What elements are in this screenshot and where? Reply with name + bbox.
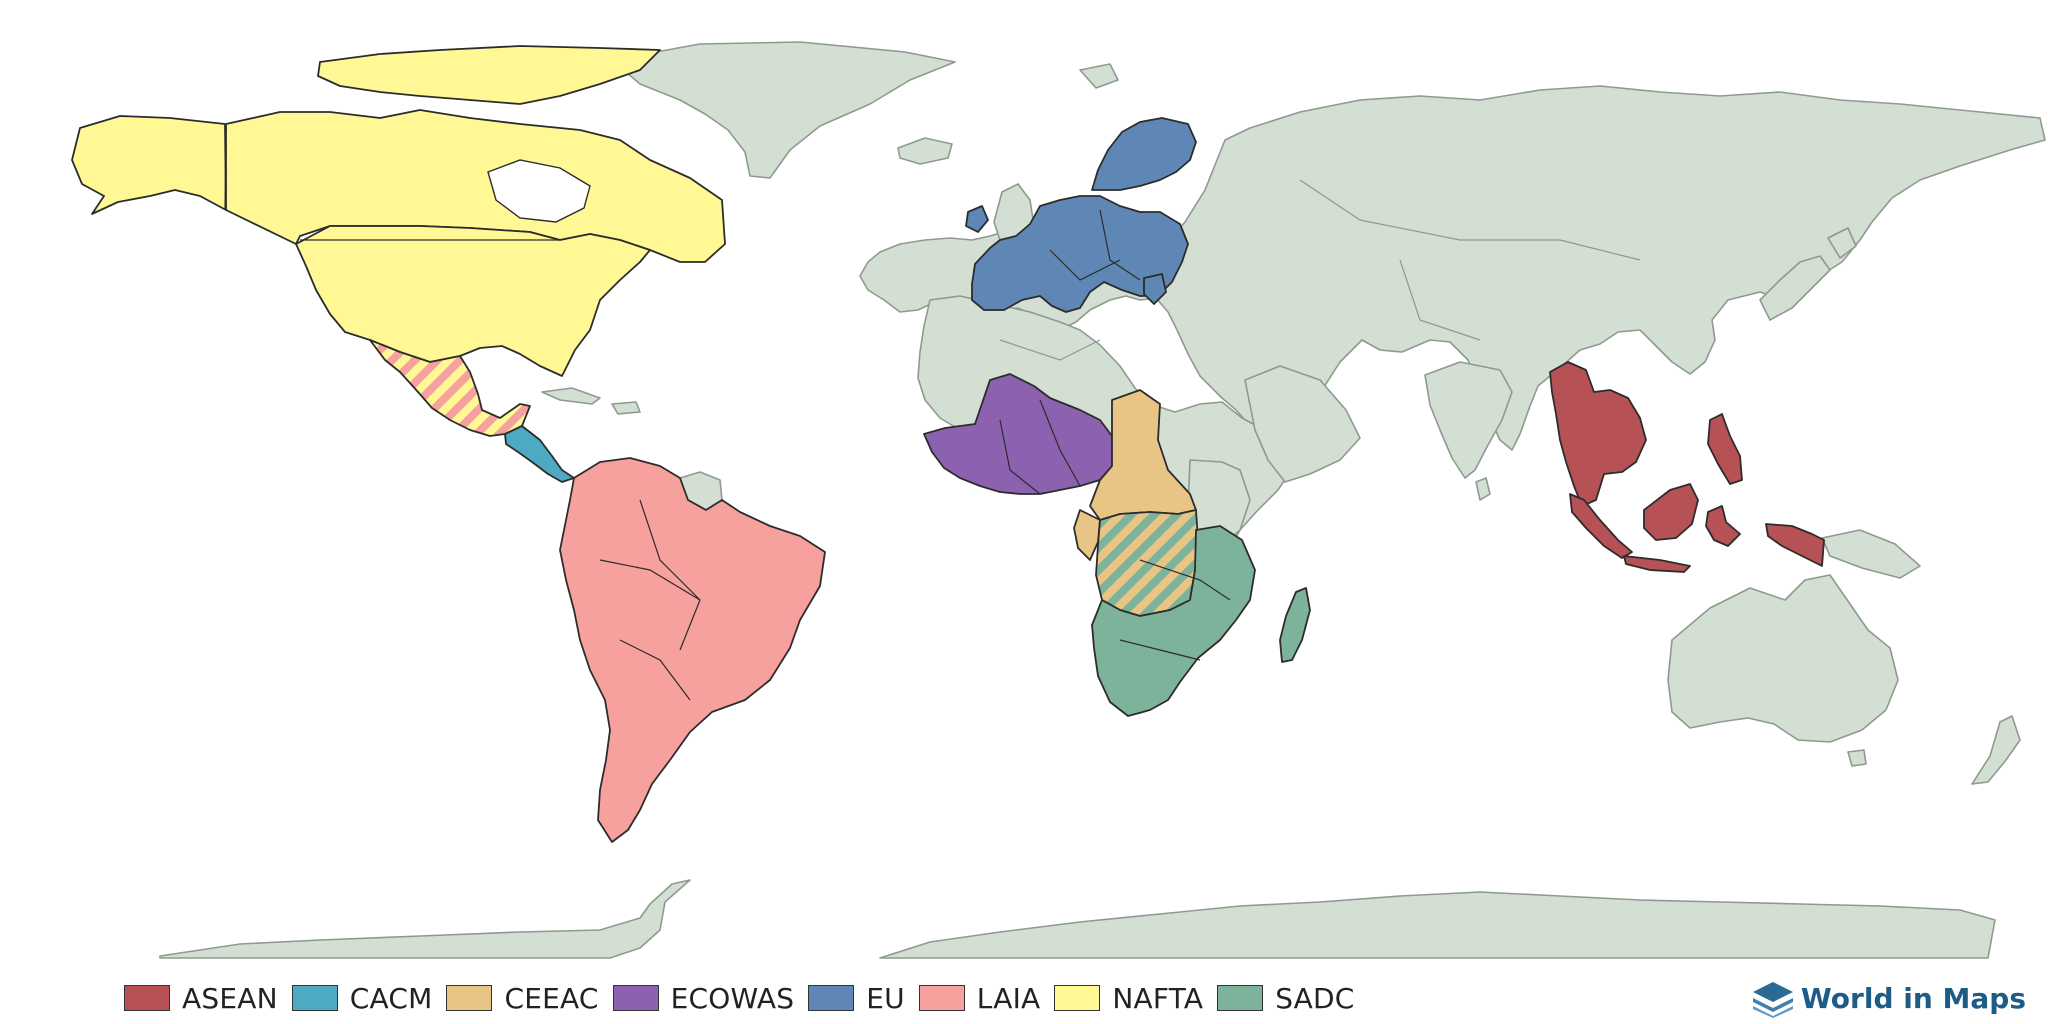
legend-swatch [918,985,965,1011]
arabia [1244,365,1361,483]
legend-item-eu: EU [808,982,905,1015]
legend-label: ECOWAS [670,981,795,1015]
legend-label: LAIA [976,981,1041,1015]
asean-papua [1765,523,1825,567]
cacm-central-america [504,425,575,483]
eu-greece [1143,273,1167,305]
sadc-drc-hatched [1095,509,1199,617]
legend-swatch [808,985,855,1011]
greenland-hole-hudson [487,159,591,223]
country-borders [224,123,1641,701]
bloc-asean [1549,361,1825,573]
bloc-eu [965,117,1197,313]
svalbard [1079,63,1119,89]
legend-item-cacm: CACM [291,981,433,1015]
tasmania [1847,749,1867,767]
legend-swatch [612,985,659,1011]
sri-lanka [1475,477,1491,501]
legend-item-ceeac: CEEAC [446,982,598,1015]
new-zealand [1971,715,2021,785]
non-member-land [159,41,2046,959]
legend-swatch [291,985,338,1011]
asean-philippines [1707,413,1743,485]
eu-continental [971,195,1189,313]
legend-label: EU [866,981,905,1015]
legend-item-sadc: SADC [1217,982,1354,1015]
legend-label: CACM [349,981,433,1015]
eu-ireland [965,205,989,233]
asean-sumatra [1569,493,1633,559]
legend-swatch [1217,985,1264,1011]
asean-sulawesi [1705,505,1741,547]
cuba [541,387,601,405]
nafta-alaska [71,115,227,215]
legend-item-nafta: NAFTA [1054,982,1203,1015]
legend-swatch [124,985,170,1011]
eu-scandinavia [1091,117,1197,191]
bloc-cacm [504,425,575,483]
japan [1759,255,1831,321]
japan-north [1827,227,1857,259]
hispaniola [611,401,641,415]
greenland [611,41,956,179]
nafta-mexico-hatched [369,339,531,437]
layers-icon [1752,982,1793,1018]
legend-label: CEEAC [504,981,599,1015]
legend-label: SADC [1275,981,1355,1015]
laia-south-america [559,457,826,843]
brand-logo: World in Maps [1751,976,2026,1020]
sadc-southern-africa [1091,525,1256,717]
asean-java [1623,555,1691,573]
legend-item-laia: LAIA [918,981,1041,1015]
legend-item-asean: ASEAN [124,982,278,1015]
legend-swatch [1054,985,1101,1011]
bloc-nafta [71,45,726,437]
india [1424,361,1513,479]
asean-mainland [1549,361,1647,507]
bloc-ceeac [1073,389,1197,561]
nafta-arctic-islands [317,45,661,105]
legend: ASEAN CACM CEEAC ECOWAS EU LAIA NAFTA SADC [124,978,1369,1018]
bloc-laia [559,457,826,843]
antarctica-west [159,879,691,959]
sadc-madagascar [1279,587,1311,663]
asean-borneo [1643,483,1699,541]
legend-swatch [446,985,493,1011]
legend-item-ecowas: ECOWAS [612,981,795,1015]
brand-text: World in Maps [1800,981,2026,1015]
ceeac-gabon-congo [1073,509,1101,561]
legend-label: ASEAN [182,981,278,1015]
antarctica-east [879,891,1996,959]
legend-label: NAFTA [1112,981,1204,1015]
philippines-neighbors-png [1821,529,1921,579]
nafta-usa [295,225,651,377]
eurasia [859,85,2046,471]
bloc-sadc [1091,509,1311,717]
iceland [897,137,953,165]
australia [1667,574,1899,743]
